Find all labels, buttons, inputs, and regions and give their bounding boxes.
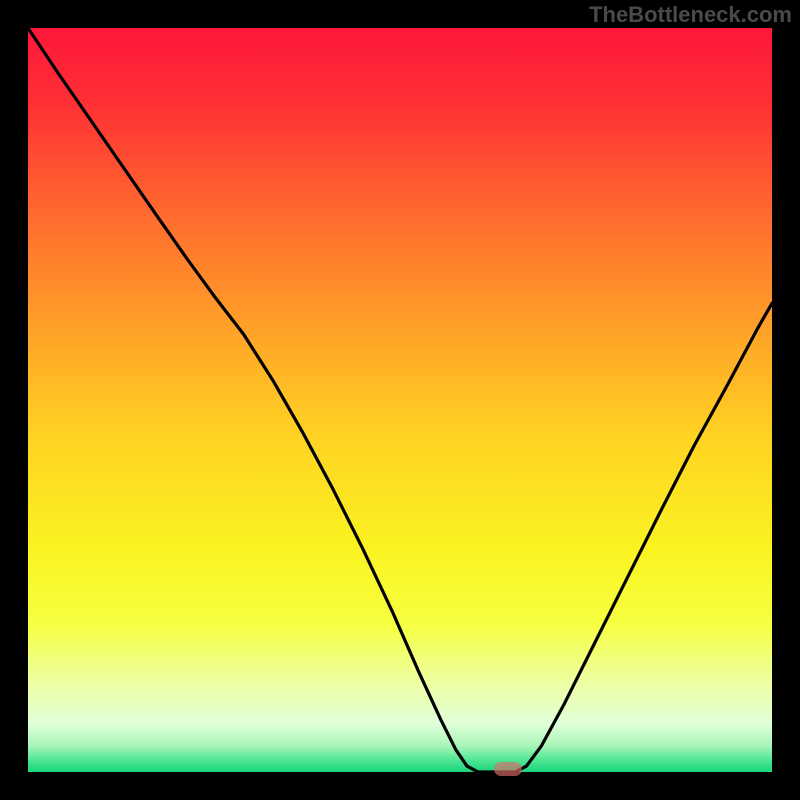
- watermark-text: TheBottleneck.com: [589, 2, 792, 28]
- curve-svg: [28, 28, 772, 772]
- bottleneck-curve: [28, 28, 772, 772]
- chart-container: TheBottleneck.com: [0, 0, 800, 800]
- plot-area: [28, 28, 772, 772]
- optimal-point-marker: [494, 762, 522, 776]
